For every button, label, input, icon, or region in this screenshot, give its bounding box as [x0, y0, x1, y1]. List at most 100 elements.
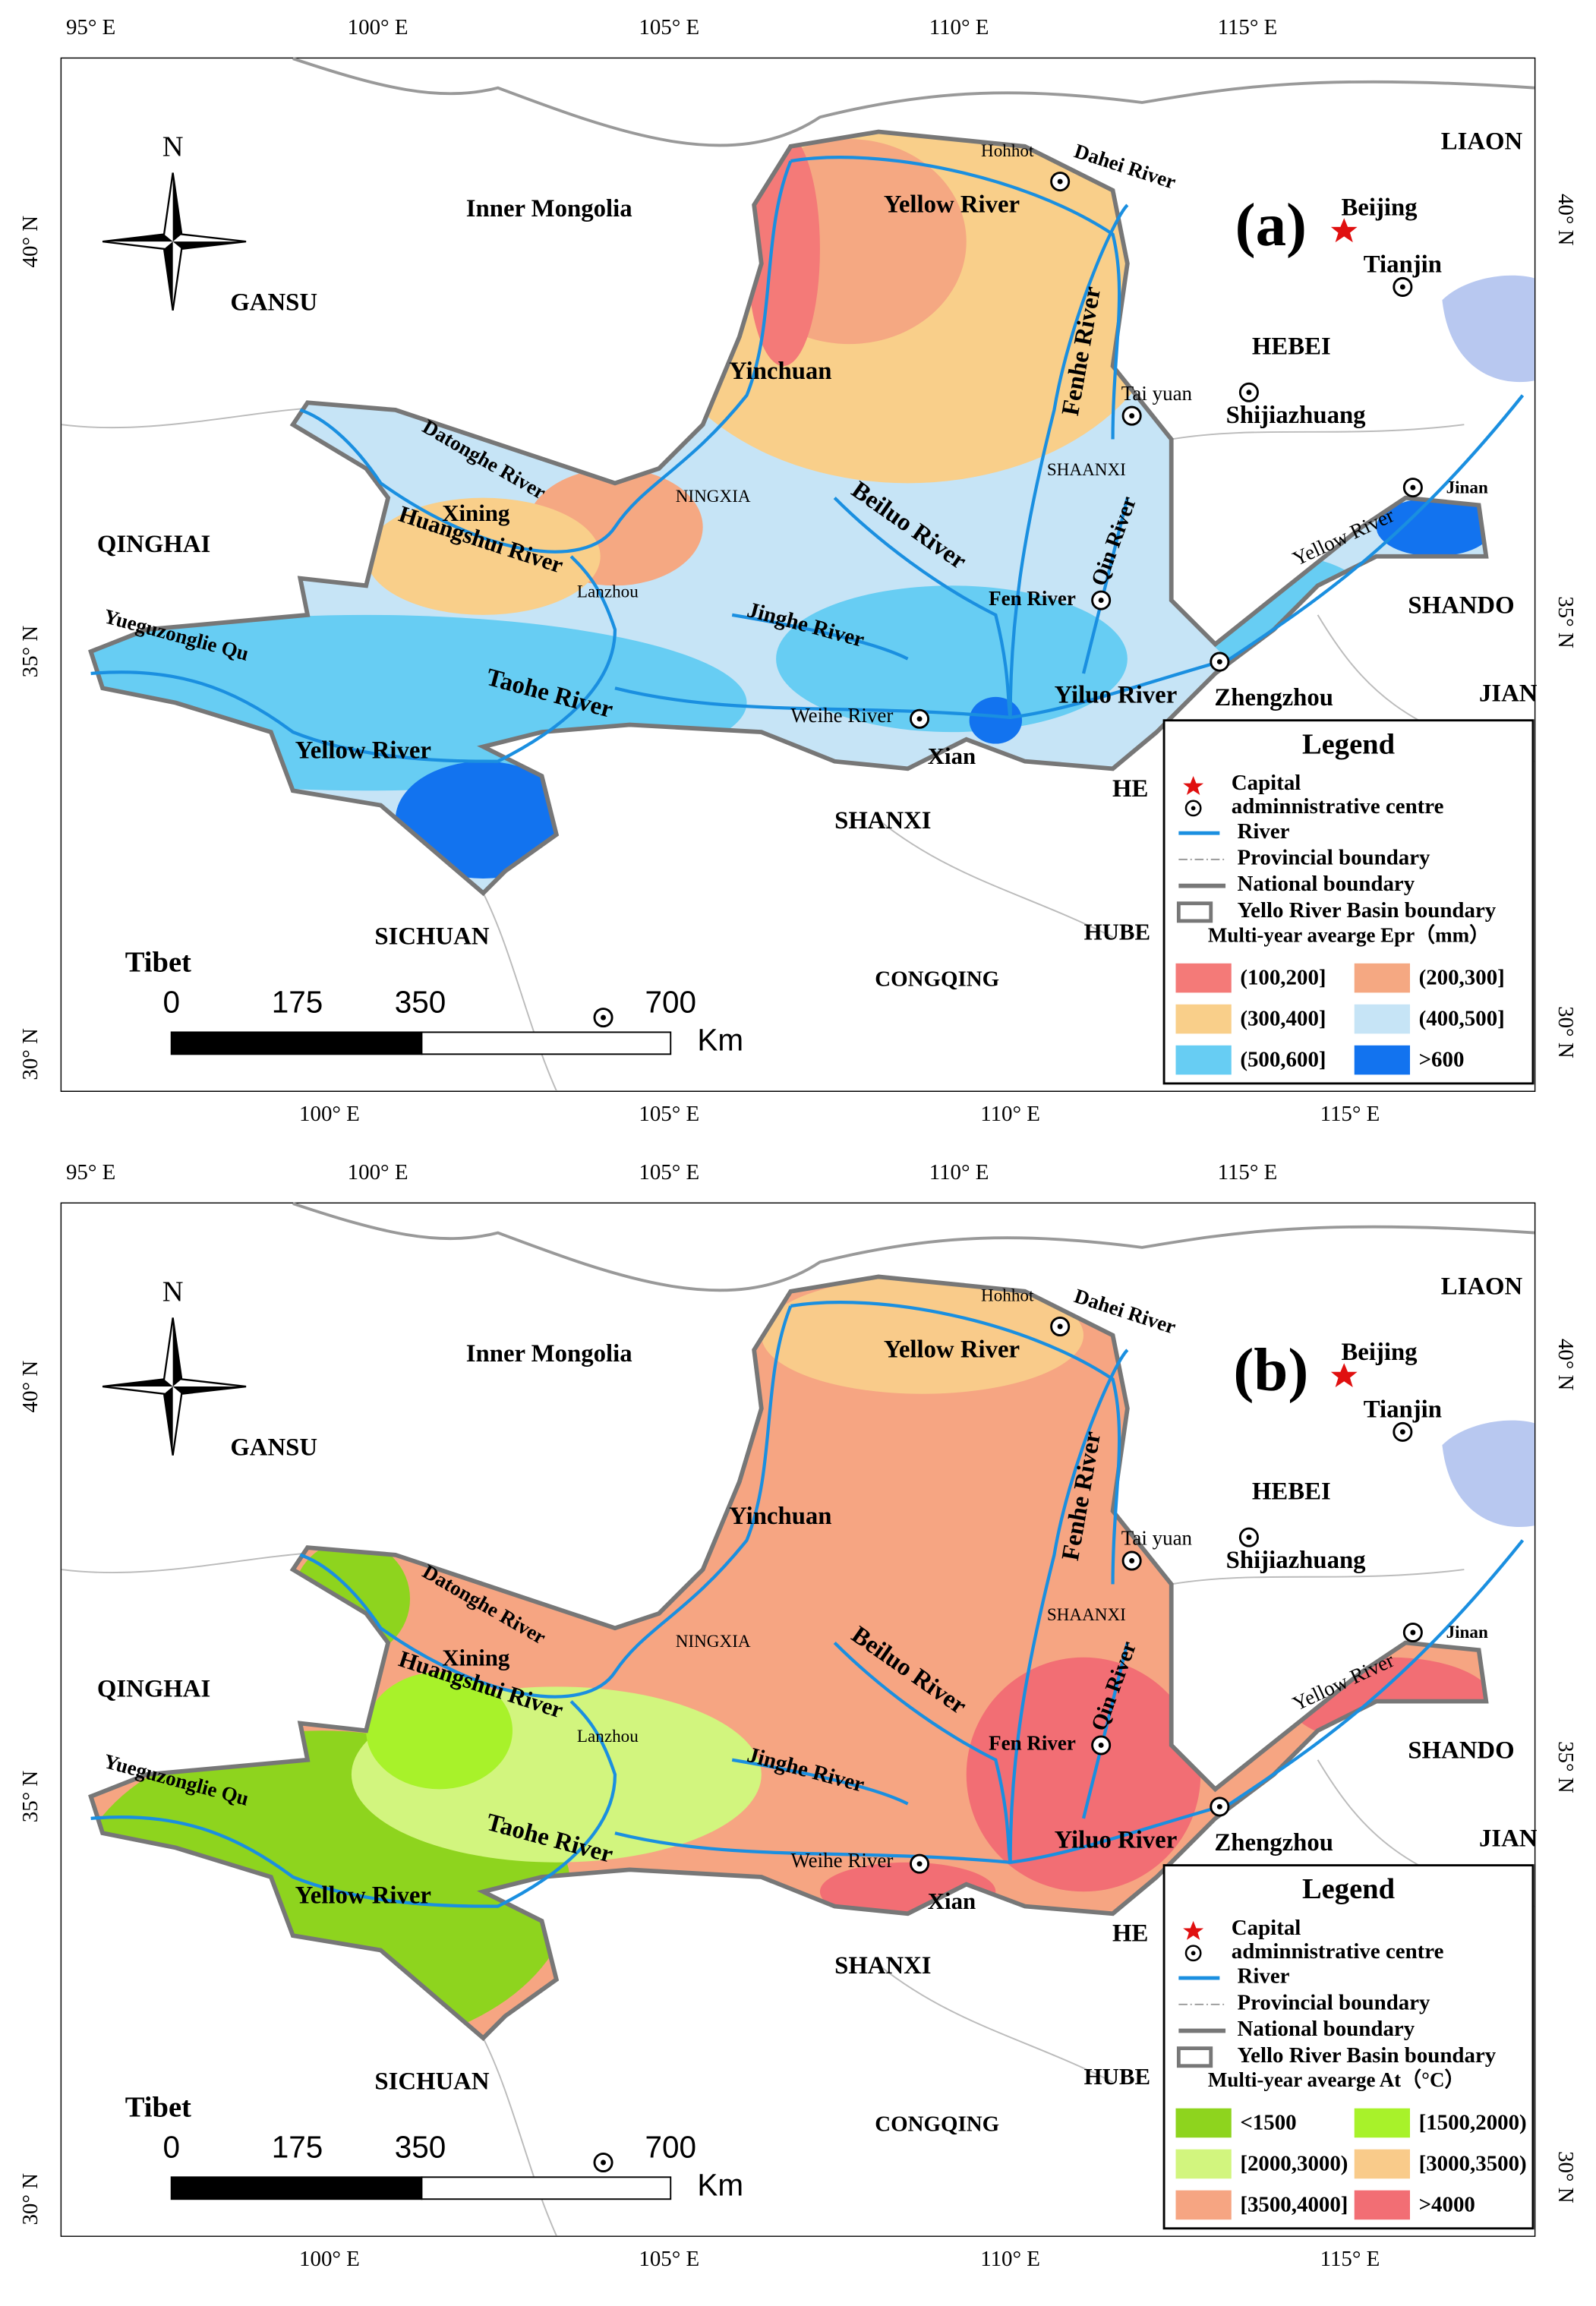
- legend-centre-dot: [1191, 1951, 1196, 1956]
- admin-centre-dot: [1410, 484, 1416, 491]
- legend-swatch: [1175, 963, 1232, 993]
- place-label: Yellow River: [295, 737, 431, 765]
- legend-class-label: >4000: [1419, 2193, 1475, 2217]
- admin-centre-dot: [1246, 1535, 1252, 1541]
- legend-star: [1183, 1920, 1204, 1940]
- zone: [966, 1657, 1201, 1892]
- legend-entry: Yello River Basin boundary: [1237, 2043, 1496, 2068]
- zone: [395, 761, 572, 879]
- river: [299, 1305, 793, 1699]
- scale-bar-white: [421, 1031, 672, 1055]
- place-label: Yellow River: [884, 1336, 1020, 1363]
- river: [299, 160, 793, 554]
- legend-swatch: [1175, 1004, 1232, 1034]
- zone: [366, 497, 601, 615]
- bottom-tick-label: 100° E: [299, 1102, 360, 1126]
- legend-swatch: [1354, 963, 1411, 993]
- legend-swatch: [1175, 2190, 1232, 2220]
- legend-class-label: [3500,4000]: [1240, 2193, 1348, 2217]
- place-label: Xian: [928, 1888, 976, 1914]
- left-tick-label: 35° N: [18, 1771, 43, 1823]
- panel-label: (b): [1233, 1336, 1308, 1404]
- place-label: SICHUAN: [374, 923, 489, 951]
- place-label: Tibet: [125, 2091, 191, 2123]
- top-tick-label: 105° E: [639, 15, 699, 39]
- river: [790, 156, 1121, 440]
- place-label: Fen River: [989, 1732, 1076, 1755]
- river: [614, 394, 1525, 719]
- place-label: QINGHAI: [97, 531, 210, 558]
- right-tick-label: 30° N: [1553, 1006, 1578, 1058]
- river: [790, 1300, 1121, 1585]
- sea: [1442, 275, 1534, 383]
- legend-entry: River: [1237, 1964, 1289, 1989]
- zone: [969, 696, 1023, 744]
- place-label: Yinchuan: [729, 358, 831, 385]
- place-label: Xining: [442, 500, 510, 526]
- place-label: Inner Mongolia: [466, 195, 632, 222]
- river: [833, 497, 1012, 718]
- river: [1081, 497, 1129, 674]
- bottom-tick-label: 115° E: [1320, 1102, 1380, 1126]
- legend-swatch: [1354, 2149, 1411, 2179]
- legend-entry: Capital: [1232, 771, 1301, 795]
- place-label: Zhengzhou: [1214, 684, 1333, 711]
- top-tick-label: 100° E: [348, 15, 408, 39]
- place-label: Shijiazhuang: [1226, 1547, 1367, 1574]
- panel-label: (a): [1235, 191, 1307, 259]
- bottom-tick-label: 100° E: [299, 2247, 360, 2271]
- left-tick-label: 35° N: [18, 626, 43, 678]
- place-label: Lanzhou: [577, 582, 639, 601]
- top-tick-label: 105° E: [639, 1160, 699, 1185]
- right-tick-label: 35° N: [1553, 1741, 1578, 1793]
- scale-unit: Km: [697, 1023, 743, 1058]
- legend-class-label: [2000,3000): [1240, 2152, 1348, 2176]
- map-panel: Inner Mongolia GANSU QINGHAI SICHUAN Tibet SH…: [18, 15, 1578, 1126]
- legend-basin: [1176, 901, 1213, 923]
- river: [833, 1642, 1012, 1863]
- place-label: Jinan: [1446, 1623, 1488, 1642]
- top-tick-label: 110° E: [929, 1160, 989, 1185]
- zone: [366, 1672, 513, 1790]
- place-label: Tai yuan: [1121, 1527, 1193, 1550]
- place-label: Weihe River: [790, 1849, 893, 1872]
- place-label: HE: [1112, 1920, 1148, 1948]
- place-label: HUBE: [1084, 919, 1150, 945]
- legend-swatch: [1354, 2190, 1411, 2220]
- basin-boundary: [88, 1274, 1489, 2042]
- scale-label: 0: [162, 984, 180, 1019]
- place-label: HE: [1112, 775, 1148, 803]
- top-tick-label: 110° E: [929, 15, 989, 39]
- place-label: SHAANXI: [1047, 460, 1126, 480]
- admin-centre-dot: [1129, 1558, 1135, 1563]
- top-tick-label: 95° E: [66, 1160, 115, 1185]
- legend-scale-title: Multi-year avearge Epr（mm）: [1208, 923, 1490, 946]
- provincial-boundary: [878, 819, 1114, 938]
- admin-centre-dot: [1057, 178, 1063, 185]
- top-tick-label: 115° E: [1218, 15, 1278, 39]
- right-tick-label: 40° N: [1553, 1339, 1578, 1391]
- basin-boundary: [88, 129, 1489, 897]
- place-label: Jinan: [1446, 478, 1488, 497]
- legend-class-label: <1500: [1240, 2111, 1296, 2135]
- place-label: GANSU: [230, 1434, 317, 1461]
- legend-entry: River: [1237, 819, 1289, 844]
- place-label: HEBEI: [1252, 1478, 1331, 1505]
- place-label: Yiluo River: [1055, 681, 1178, 708]
- place-label: Yinchuan: [729, 1503, 831, 1530]
- place-label: Beijing: [1341, 194, 1418, 221]
- scale-dot-center: [601, 1014, 607, 1021]
- legend-class-label: (200,300]: [1419, 966, 1505, 990]
- river: [1008, 203, 1129, 718]
- place-label: Hohhot: [981, 141, 1034, 161]
- place-label: Tibet: [125, 947, 191, 979]
- scale-dot-center: [601, 2159, 607, 2166]
- top-tick-label: 95° E: [66, 15, 115, 39]
- place-label: SICHUAN: [374, 2068, 489, 2095]
- map-panel: Inner Mongolia GANSU QINGHAI SICHUAN Tibet SH…: [18, 1160, 1578, 2271]
- admin-centre-dot: [1246, 390, 1252, 396]
- legend-title: Legend: [1302, 728, 1395, 760]
- place-label: SHANDO: [1408, 592, 1514, 620]
- legend-centre-dot: [1191, 806, 1196, 811]
- admin-centre-dot: [1098, 1743, 1104, 1748]
